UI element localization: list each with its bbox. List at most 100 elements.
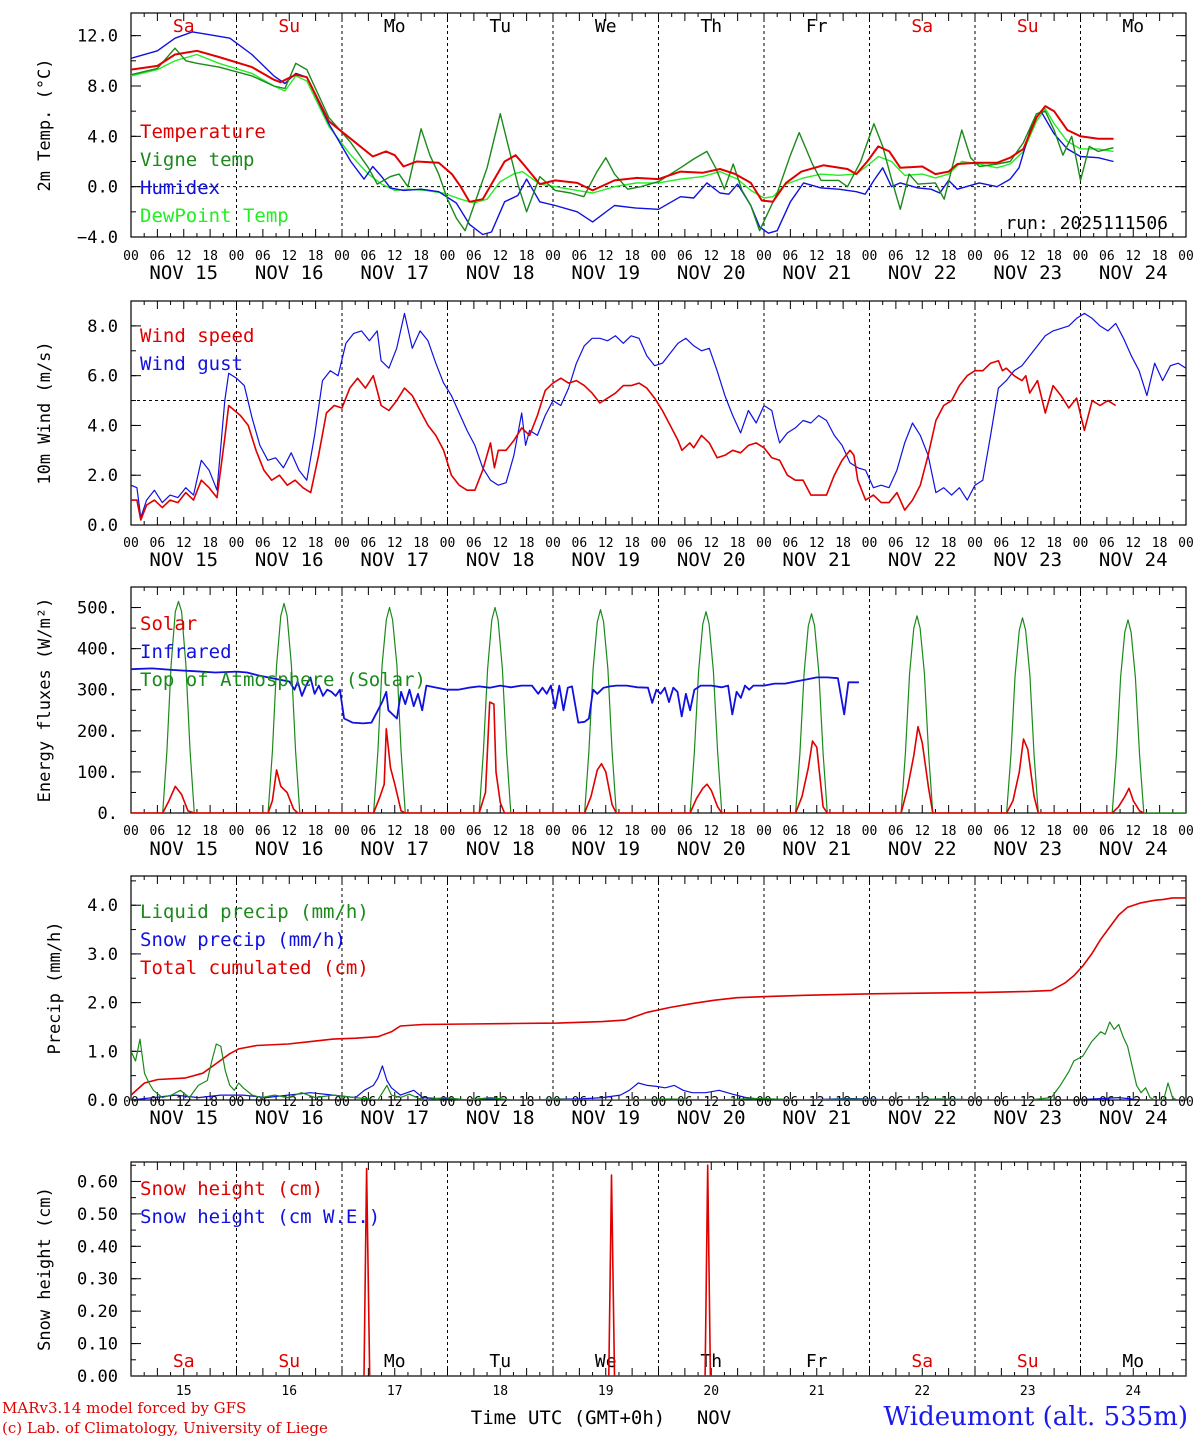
- day-label: NOV 15: [149, 1107, 218, 1129]
- hour-tick-label: 12: [1020, 536, 1036, 551]
- hour-tick-label: 00: [1073, 536, 1089, 551]
- y-axis-label: Snow height (cm): [35, 1187, 55, 1351]
- hour-tick-label: 06: [361, 536, 377, 551]
- plot-frame: [130, 12, 1187, 238]
- hour-tick-label: 18: [413, 824, 429, 839]
- hour-tick-label: 12: [492, 249, 508, 264]
- y-tick-label: 4.0: [87, 127, 118, 147]
- day-label: NOV 15: [149, 838, 218, 860]
- y-tick-label: 100.: [77, 763, 118, 783]
- hour-tick-label: 00: [651, 824, 667, 839]
- series-line-dewpoint-temp: [131, 53, 1114, 204]
- hour-tick-label: 12: [176, 249, 192, 264]
- day-label: NOV 15: [149, 549, 218, 571]
- day-label: NOV 19: [571, 549, 640, 571]
- hour-tick-label: 00: [862, 536, 878, 551]
- hour-tick-label: 00: [756, 824, 772, 839]
- hour-tick-label: 00: [334, 249, 350, 264]
- legend-entry: Infrared: [140, 641, 232, 663]
- hour-tick-label: 00: [545, 1095, 561, 1110]
- day-number: 19: [598, 1384, 614, 1399]
- hour-tick-label: 12: [1020, 249, 1036, 264]
- day-label: NOV 19: [571, 262, 640, 284]
- legend-entry: Top of Atmosphere (Solar): [140, 669, 426, 691]
- hour-tick-label: 06: [783, 1095, 799, 1110]
- day-number: 17: [387, 1384, 403, 1399]
- hour-tick-label: 12: [703, 824, 719, 839]
- hour-tick-label: 18: [519, 824, 535, 839]
- day-label: NOV 20: [677, 1107, 746, 1129]
- hour-tick-label: 12: [281, 536, 297, 551]
- hour-tick-label: 00: [440, 824, 456, 839]
- y-tick-label: 0.40: [77, 1237, 118, 1257]
- weekday-label: Th: [700, 16, 722, 37]
- legend-entry: Wind speed: [140, 325, 254, 347]
- weekday-label: Fr: [806, 1351, 828, 1372]
- series-line-temperature: [131, 49, 1114, 203]
- series-group: [131, 897, 1186, 1100]
- panel-1: −4.0 0.0 4.0 8.0 12.0 2m Temp. (°C) 00 06 12 18 00…: [35, 12, 1194, 284]
- hour-tick-label: 00: [1073, 1095, 1089, 1110]
- weekday-label: Mo: [384, 16, 406, 37]
- hour-tick-label: 18: [835, 824, 851, 839]
- y-tick-label: 0.20: [77, 1302, 118, 1322]
- y-tick-label: 0.0: [87, 178, 118, 198]
- hour-tick-label: 00: [334, 1095, 350, 1110]
- hour-tick-label: 06: [677, 824, 693, 839]
- hour-tick-label: 00: [967, 536, 983, 551]
- weekday-label: Sa: [911, 1351, 933, 1372]
- day-label: NOV 24: [1099, 1107, 1168, 1129]
- y-tick-label: 8.0: [87, 317, 118, 337]
- hour-tick-label: 12: [176, 824, 192, 839]
- hour-tick-label: 00: [229, 249, 245, 264]
- hour-tick-label: 12: [1020, 824, 1036, 839]
- hour-tick-label: 12: [1125, 824, 1141, 839]
- hour-tick-label: 06: [466, 824, 482, 839]
- hour-tick-label: 18: [308, 536, 324, 551]
- weekday-label: Fr: [806, 16, 828, 37]
- day-label: NOV 22: [888, 262, 957, 284]
- day-label: NOV 16: [255, 1107, 324, 1129]
- y-tick-label: 1.0: [87, 1042, 118, 1062]
- hour-tick-label: 00: [1073, 824, 1089, 839]
- hour-tick-label: 12: [809, 1095, 825, 1110]
- y-tick-label: 2.0: [87, 994, 118, 1014]
- legend-entry: Temperature: [140, 121, 266, 143]
- hour-tick-label: 12: [492, 824, 508, 839]
- hour-tick-label: 12: [1020, 1095, 1036, 1110]
- hour-tick-label: 06: [572, 824, 588, 839]
- hour-tick-label: 18: [519, 536, 535, 551]
- day-label: NOV 17: [360, 549, 429, 571]
- legend-entry: Vigne temp: [140, 149, 254, 171]
- hour-tick-label: 00: [545, 536, 561, 551]
- series-group: [131, 1164, 1186, 1376]
- hour-tick-label: 18: [202, 536, 218, 551]
- panel-5: 0.00 0.10 0.20 0.30 0.40 0.50 0.60 Snow height …: [35, 1161, 1187, 1429]
- series-line-snow-height-cm-: [131, 1164, 1186, 1376]
- hour-tick-label: 12: [809, 249, 825, 264]
- hour-tick-label: 18: [308, 1095, 324, 1110]
- day-label: NOV 19: [571, 838, 640, 860]
- weekday-label: Sa: [911, 16, 933, 37]
- hour-tick-label: 18: [519, 249, 535, 264]
- hour-tick-label: 12: [492, 536, 508, 551]
- hour-tick-label: 12: [176, 536, 192, 551]
- hour-tick-label: 06: [1099, 536, 1115, 551]
- hour-tick-label: 18: [941, 249, 957, 264]
- hour-tick-label: 00: [229, 1095, 245, 1110]
- hour-tick-label: 00: [1073, 249, 1089, 264]
- hour-tick-label: 18: [1046, 1095, 1062, 1110]
- day-label: NOV 21: [782, 838, 851, 860]
- hour-tick-label: 00: [440, 249, 456, 264]
- hour-tick-label: 12: [703, 1095, 719, 1110]
- legend-entry: Snow height (cm W.E.): [140, 1206, 380, 1228]
- day-label: NOV 23: [993, 549, 1062, 571]
- hour-tick-label: 12: [598, 824, 614, 839]
- hour-tick-label: 18: [519, 1095, 535, 1110]
- y-axis-label: 2m Temp. (°C): [35, 58, 55, 191]
- legend-entry: Snow precip (mm/h): [140, 929, 346, 951]
- hour-tick-label: 18: [413, 1095, 429, 1110]
- hour-tick-label: 12: [387, 1095, 403, 1110]
- hour-tick-label: 00: [862, 1095, 878, 1110]
- legend-entry: Solar: [140, 613, 197, 635]
